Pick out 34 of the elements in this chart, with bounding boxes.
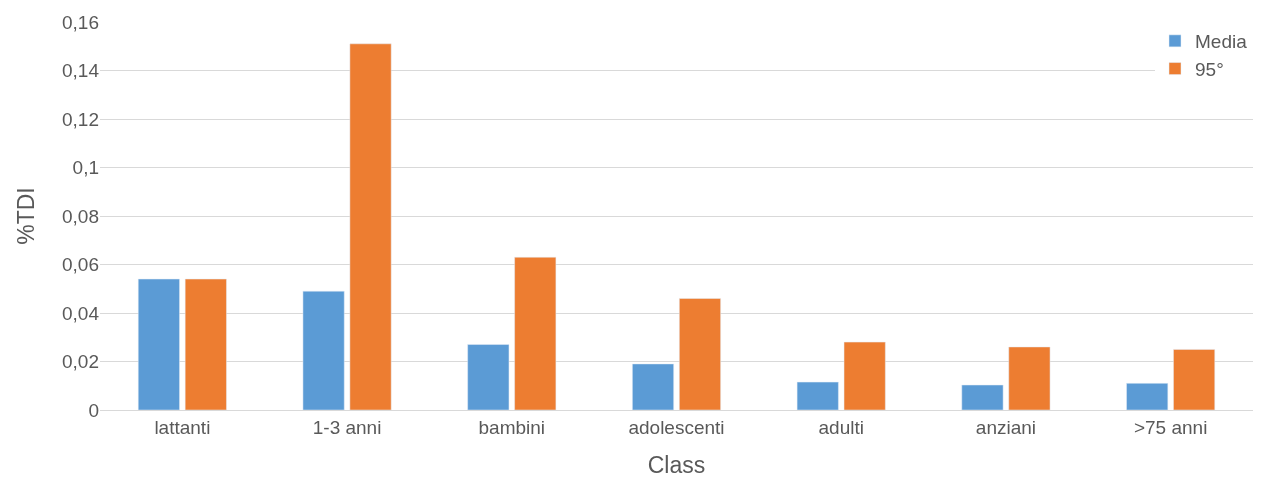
bar (514, 256, 557, 410)
bar (184, 278, 227, 410)
x-tick-label: bambini (478, 416, 546, 438)
y-tick-label: 0,06 (62, 254, 99, 276)
x-tick-label: lattanti (154, 416, 211, 438)
legend-label: Media (1195, 31, 1248, 53)
bar (302, 290, 345, 410)
bar (796, 381, 839, 410)
y-tick-label: 0,04 (62, 302, 100, 324)
x-tick-label: >75 anni (1133, 416, 1208, 438)
x-tick-label: 1-3 anni (312, 416, 382, 438)
y-tick-label: 0,14 (62, 60, 100, 82)
y-tick-label: 0 (88, 399, 99, 421)
bar (137, 278, 180, 410)
bar (961, 384, 1004, 410)
y-tick-label: 0,02 (62, 351, 99, 373)
bar (843, 341, 886, 410)
y-tick-label: 0,1 (72, 157, 99, 179)
y-tick-label: 0,12 (62, 108, 99, 130)
y-axis-title: %TDI (13, 187, 40, 245)
y-tick-label: 0,08 (62, 205, 99, 227)
bar (349, 43, 392, 410)
x-axis-title: Class (647, 452, 706, 479)
bar (1126, 383, 1169, 410)
legend-label: 95° (1195, 58, 1224, 80)
bar (632, 363, 674, 410)
x-tick-label: adolescenti (628, 416, 725, 438)
bar (679, 298, 721, 410)
x-tick-label: adulti (818, 416, 864, 438)
bar (467, 344, 510, 410)
y-tick-label: 0,16 (62, 11, 99, 33)
x-tick-label: anziani (975, 416, 1037, 438)
bar (1173, 349, 1216, 410)
bar (1008, 346, 1051, 410)
